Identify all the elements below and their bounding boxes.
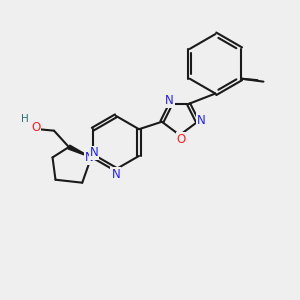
Text: N: N xyxy=(165,94,174,107)
Text: O: O xyxy=(31,121,40,134)
Text: N: N xyxy=(111,168,120,181)
Text: N: N xyxy=(85,151,94,164)
Text: N: N xyxy=(197,114,206,127)
Text: O: O xyxy=(177,133,186,146)
Text: H: H xyxy=(21,114,29,124)
Text: N: N xyxy=(90,146,98,160)
Polygon shape xyxy=(68,145,91,158)
